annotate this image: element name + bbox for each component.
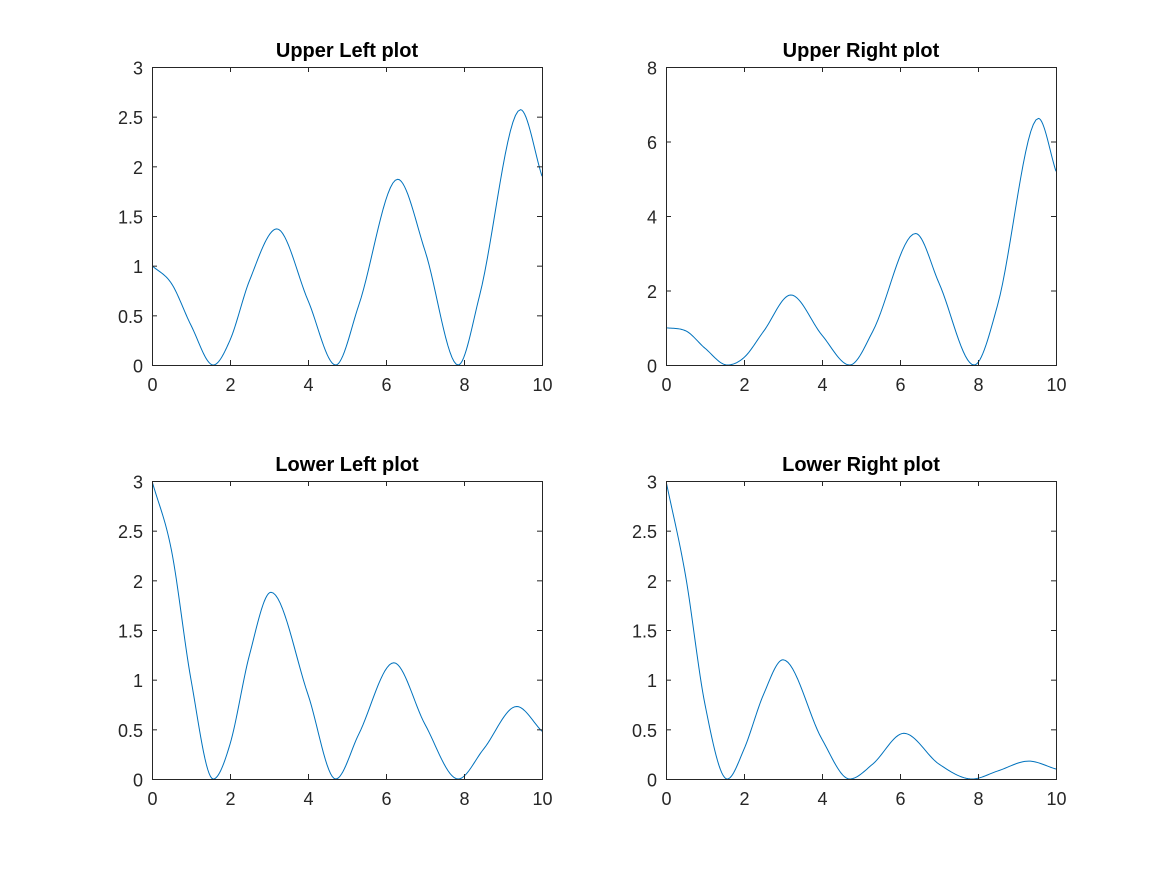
y-tick-label: 0.5 xyxy=(118,721,143,741)
x-tick-label: 0 xyxy=(661,375,671,395)
y-tick-label: 1 xyxy=(133,671,143,691)
series-line xyxy=(152,109,542,365)
y-tick-label: 2 xyxy=(647,282,657,302)
y-tick-label: 1 xyxy=(133,257,143,277)
x-tick-label: 10 xyxy=(1046,375,1066,395)
x-tick-label: 0 xyxy=(147,789,157,809)
y-tick-label: 2 xyxy=(647,572,657,592)
x-tick-label: 8 xyxy=(459,375,469,395)
y-tick-label: 1 xyxy=(647,671,657,691)
x-tick-label: 2 xyxy=(739,375,749,395)
subplot-lower-left: Lower Left plot 0 2 4 6 8 10 0 0.5 1 1.5 2 2.5 3 xyxy=(118,454,553,809)
x-tick-label: 0 xyxy=(661,789,671,809)
axes-box xyxy=(152,481,543,780)
axes-box xyxy=(152,67,543,366)
x-tick-label: 6 xyxy=(381,375,391,395)
y-tick-label: 0.5 xyxy=(118,307,143,327)
y-tick-label: 0 xyxy=(133,771,143,791)
subplot-lower-right: Lower Right plot 0 2 4 6 8 10 0 0.5 1 1.5 2 2.5 3 xyxy=(632,454,1067,809)
y-tick-label: 2.5 xyxy=(118,108,143,128)
y-tick-label: 2.5 xyxy=(118,522,143,542)
subplot-upper-right: Upper Right plot 0 2 4 6 8 10 0 2 4 6 8 xyxy=(647,40,1067,395)
x-tick-label: 2 xyxy=(739,789,749,809)
x-tick-label: 6 xyxy=(895,789,905,809)
y-tick-label: 0.5 xyxy=(632,721,657,741)
y-tick-label: 4 xyxy=(647,208,657,228)
y-tick-label: 3 xyxy=(647,473,657,493)
y-tick-label: 3 xyxy=(133,473,143,493)
y-tick-label: 0 xyxy=(133,357,143,377)
x-tick-label: 10 xyxy=(532,375,552,395)
y-tick-label: 2 xyxy=(133,158,143,178)
subplot-upper-left: Upper Left plot 0 2 4 6 8 10 0 0.5 1 1.5 2 2.5 3 xyxy=(118,40,553,395)
subplot-title: Upper Left plot xyxy=(276,40,419,62)
x-tick-label: 0 xyxy=(147,375,157,395)
y-tick-label: 2 xyxy=(133,572,143,592)
x-tick-label: 2 xyxy=(225,375,235,395)
subplot-title: Lower Left plot xyxy=(275,454,419,476)
y-tick-label: 1.5 xyxy=(118,208,143,228)
series-line xyxy=(666,481,1056,779)
x-tick-label: 4 xyxy=(303,375,313,395)
y-tick-label: 0 xyxy=(647,357,657,377)
x-tick-label: 10 xyxy=(1046,789,1066,809)
x-tick-label: 10 xyxy=(532,789,552,809)
series-line xyxy=(666,117,1056,365)
x-tick-label: 8 xyxy=(973,789,983,809)
x-tick-label: 6 xyxy=(895,375,905,395)
series-line xyxy=(152,481,542,779)
x-tick-label: 4 xyxy=(817,375,827,395)
x-tick-label: 4 xyxy=(303,789,313,809)
subplot-title: Upper Right plot xyxy=(783,40,940,62)
y-tick-label: 8 xyxy=(647,59,657,79)
y-tick-label: 1.5 xyxy=(118,622,143,642)
subplot-title: Lower Right plot xyxy=(782,454,940,476)
x-tick-label: 6 xyxy=(381,789,391,809)
x-tick-label: 8 xyxy=(459,789,469,809)
y-tick-label: 3 xyxy=(133,59,143,79)
y-tick-label: 2.5 xyxy=(632,522,657,542)
y-tick-label: 1.5 xyxy=(632,622,657,642)
axes-box xyxy=(666,67,1057,366)
x-tick-label: 8 xyxy=(973,375,983,395)
y-tick-label: 0 xyxy=(647,771,657,791)
axes-box xyxy=(666,481,1057,780)
x-tick-label: 2 xyxy=(225,789,235,809)
x-tick-label: 4 xyxy=(817,789,827,809)
y-tick-label: 6 xyxy=(647,133,657,153)
